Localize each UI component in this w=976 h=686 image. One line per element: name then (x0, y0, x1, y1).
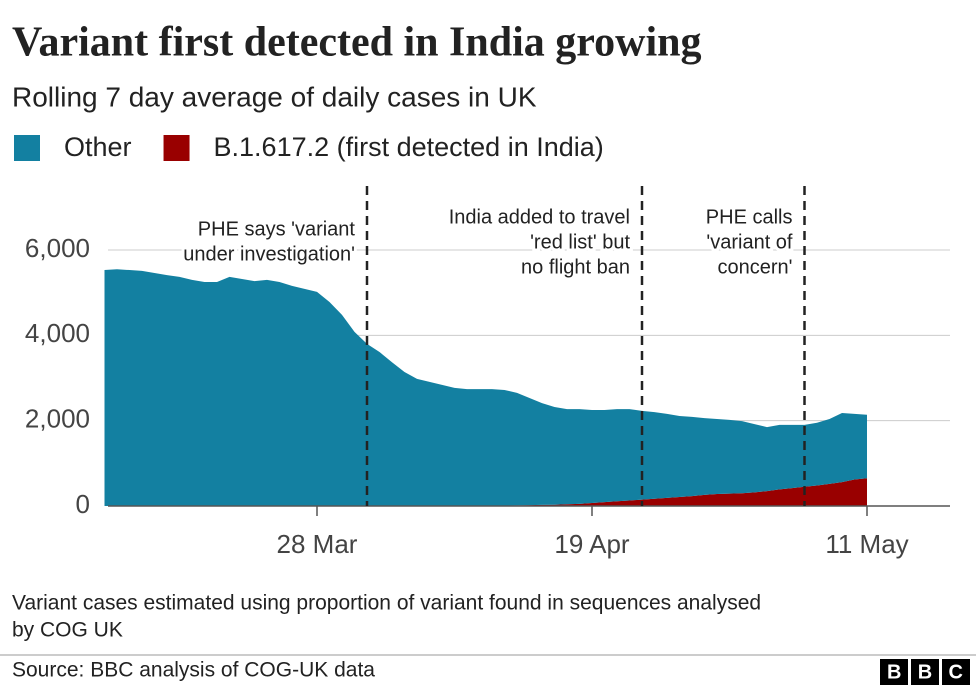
legend-swatch (163, 135, 190, 161)
logo-box (911, 659, 939, 685)
area (104, 478, 867, 506)
y-tick-label: 4,000 (25, 318, 90, 348)
logo-box (942, 659, 970, 685)
annotation-text: 'red list' but (530, 231, 630, 253)
source: Source: BBC analysis of COG-UK data (12, 659, 375, 682)
footnote: Variant cases estimated using proportion… (12, 592, 761, 615)
legend-label: B.1.617.2 (first detected in India) (214, 132, 604, 162)
footnote: by COG UK (12, 619, 123, 642)
annotation-text: 'variant of (706, 231, 793, 253)
logo-box (880, 659, 908, 685)
y-tick-label: 6,000 (25, 233, 90, 263)
annotation-text: PHE calls (706, 206, 793, 228)
annotation-text: no flight ban (521, 256, 630, 278)
x-tick-label: 11 May (825, 529, 908, 559)
annotation-text: under investigation' (183, 243, 355, 265)
logo: BBC (887, 661, 963, 683)
legend-swatch (14, 135, 40, 161)
annotation-text: concern' (718, 256, 793, 278)
chart-subtitle: Rolling 7 day average of daily cases in … (12, 81, 537, 112)
annotation-text: India added to travel (449, 206, 630, 228)
y-tick-label: 0 (76, 489, 90, 519)
annotation-text: PHE says 'variant (198, 218, 356, 240)
x-tick-label: 28 Mar (277, 529, 358, 559)
y-tick-label: 2,000 (25, 404, 90, 434)
x-tick-label: 19 Apr (554, 529, 630, 559)
legend-label: Other (64, 132, 132, 162)
chart-title: Variant first detected in India growing (12, 20, 702, 66)
area (104, 269, 867, 506)
